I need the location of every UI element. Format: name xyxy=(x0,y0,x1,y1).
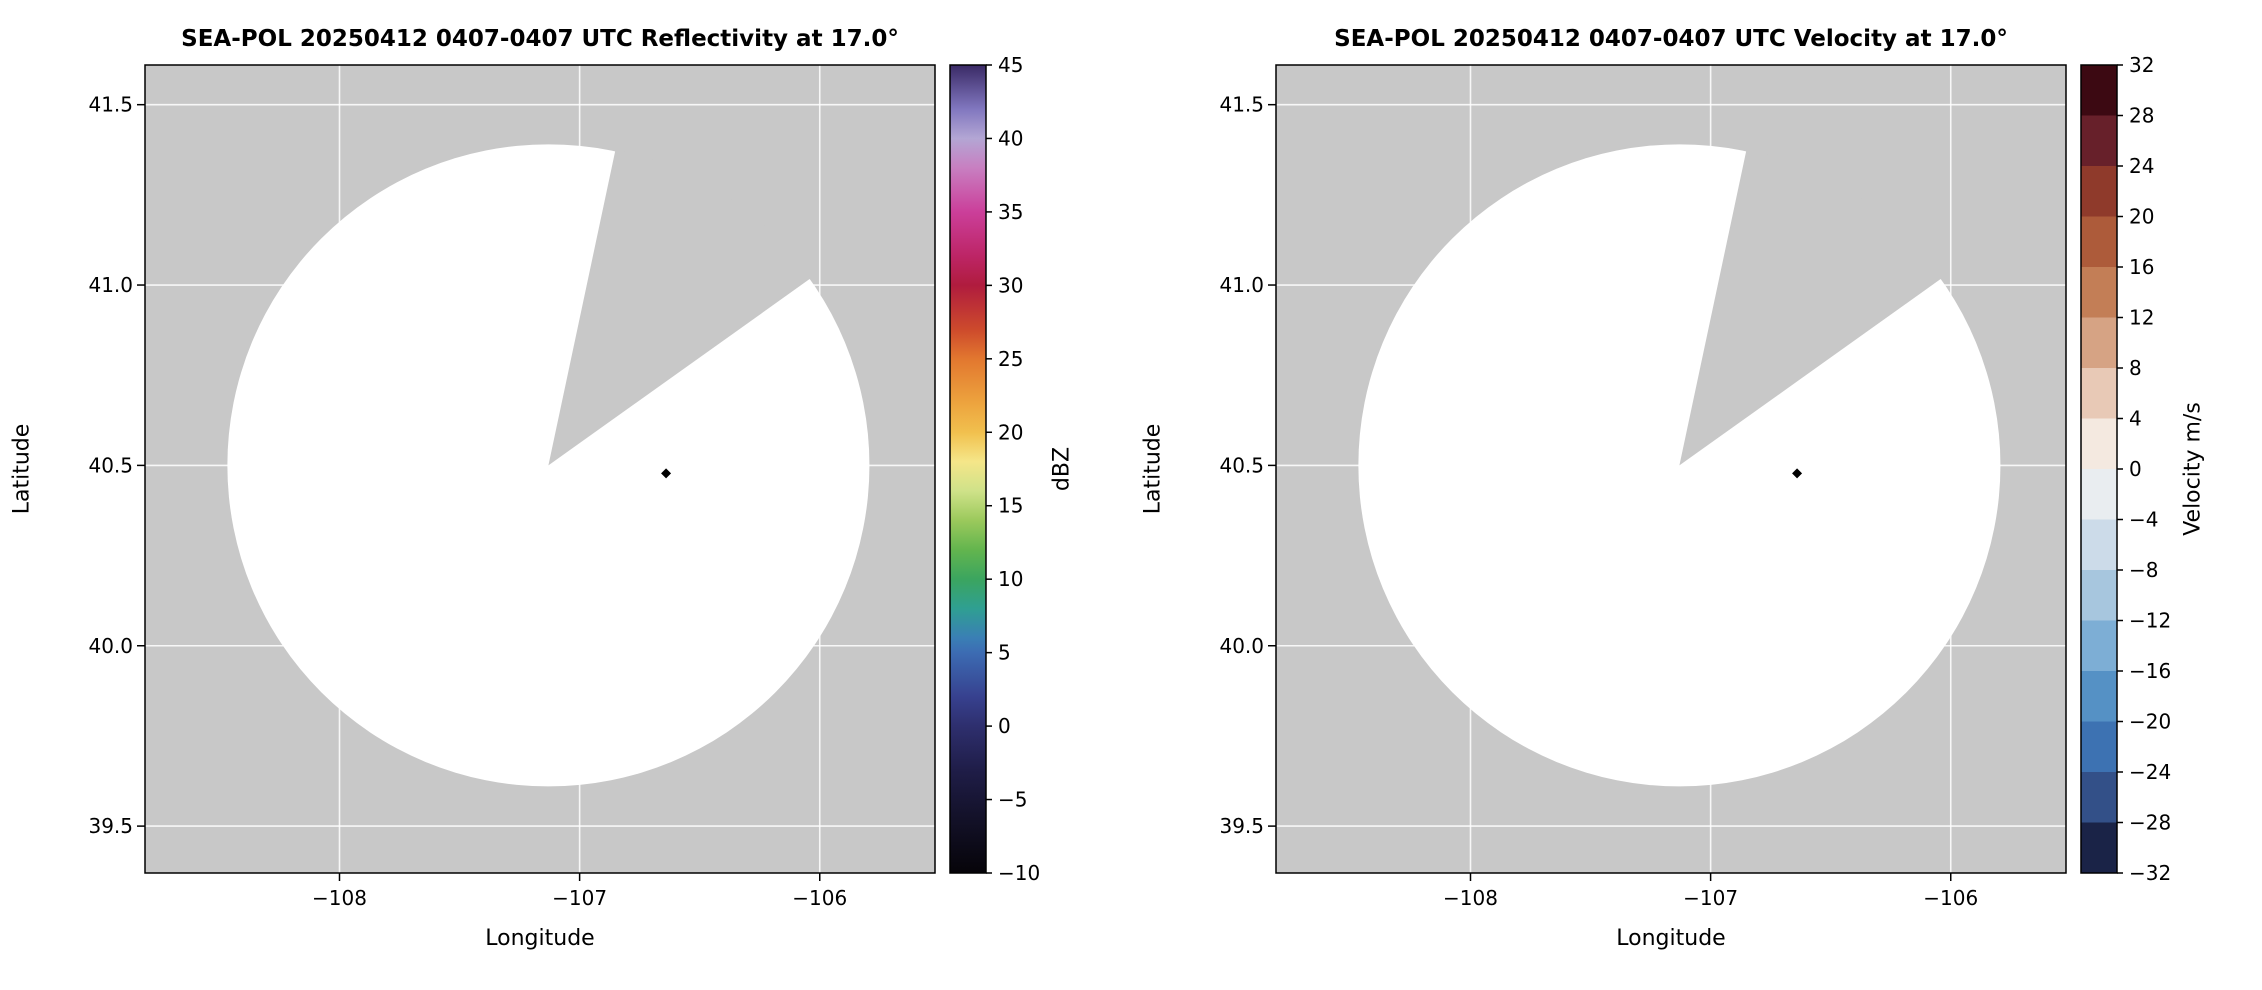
x-tick-label: −107 xyxy=(552,886,607,910)
colorbar-tick-label: 32 xyxy=(2129,53,2154,77)
colorbar-tick-label: 20 xyxy=(2129,205,2154,229)
radar-site-marker xyxy=(661,468,672,479)
colorbar-tick-label: 35 xyxy=(998,200,1023,224)
radar-site-marker xyxy=(1792,468,1803,479)
colorbar-tick-label: 45 xyxy=(998,53,1023,77)
reflectivity-xlabel: Longitude xyxy=(485,926,595,951)
colorbar-tick-label: 16 xyxy=(2129,255,2154,279)
colorbar-segment xyxy=(2081,115,2117,166)
colorbar-tick-label: 10 xyxy=(998,567,1023,591)
missing-sector-wedge xyxy=(1679,149,1943,466)
y-tick-label: 41.5 xyxy=(1219,93,1264,117)
panel-reflectivity: −108 −107 −106 39.5 40.0 40.5 41.0 41.5 45 40 35 30… xyxy=(9,26,1075,951)
colorbar-tick-label: 12 xyxy=(2129,306,2154,330)
colorbar-tick-label: 0 xyxy=(998,714,1011,738)
x-tick-label: −106 xyxy=(792,886,847,910)
colorbar-segment xyxy=(2081,267,2117,318)
colorbar-tick-label: 0 xyxy=(2129,457,2142,481)
colorbar-tick-label: 5 xyxy=(998,641,1011,665)
colorbar-segment xyxy=(2081,418,2117,469)
colorbar-tick-label: −16 xyxy=(2129,659,2171,683)
reflectivity-ylabel: Latitude xyxy=(9,423,35,515)
colorbar-tick-label: 30 xyxy=(998,273,1023,297)
colorbar-tick-label: 20 xyxy=(998,420,1023,444)
colorbar-tick-label: −12 xyxy=(2129,609,2171,633)
colorbar-segment xyxy=(2081,519,2117,570)
panel-velocity: −108 −107 −106 39.5 40.0 40.5 41.0 41.5 32 28 24 20… xyxy=(1131,0,2262,990)
velocity-plot-canvas: −108 −107 −106 39.5 40.0 40.5 41.0 41.5 32 28 24 20… xyxy=(1219,53,2171,910)
colorbar-tick-label: −10 xyxy=(998,861,1040,885)
plot-spine xyxy=(1275,64,2067,874)
colorbar-tick-label: 28 xyxy=(2129,104,2154,128)
velocity-xlabel: Longitude xyxy=(1616,926,1726,951)
y-tick-label: 41.0 xyxy=(1219,273,1264,297)
y-tick-label: 39.5 xyxy=(88,814,133,838)
velocity-title: SEA-POL 20250412 0407-0407 UTC Velocity … xyxy=(1334,26,2008,52)
y-tick-label: 39.5 xyxy=(1219,814,1264,838)
colorbar-tick-label: 40 xyxy=(998,126,1023,150)
colorbar-tick-label: 8 xyxy=(2129,356,2142,380)
x-tick-label: −107 xyxy=(1683,886,1738,910)
plot-spine xyxy=(144,64,936,874)
colorbar-segment xyxy=(2081,65,2117,116)
colorbar-tick-label: 24 xyxy=(2129,154,2154,178)
colorbar-segment xyxy=(2081,620,2117,671)
colorbar-segment xyxy=(2081,772,2117,823)
colorbar-segment xyxy=(2081,721,2117,772)
x-tick-label: −106 xyxy=(1923,886,1978,910)
x-tick-label: −108 xyxy=(1443,886,1498,910)
y-tick-label: 40.0 xyxy=(88,634,133,658)
colorbar-segment xyxy=(2081,671,2117,722)
reflectivity-plot-canvas: −108 −107 −106 39.5 40.0 40.5 41.0 41.5 45 40 35 30… xyxy=(88,53,1040,910)
colorbar-tick-label: −28 xyxy=(2129,811,2171,835)
velocity-ylabel: Latitude xyxy=(1140,423,1166,515)
colorbar-tick-label: −32 xyxy=(2129,861,2171,885)
colorbar-tick-label: −20 xyxy=(2129,710,2171,734)
colorbar-tick-label: 15 xyxy=(998,494,1023,518)
colorbar-tick-label: 4 xyxy=(2129,407,2142,431)
colorbar-tick-label: −8 xyxy=(2129,558,2158,582)
reflectivity-colorbar-label: dBZ xyxy=(1049,446,1075,492)
colorbar-tick-label: −5 xyxy=(998,788,1027,812)
missing-sector-wedge xyxy=(548,149,812,466)
colorbar-segment xyxy=(2081,570,2117,621)
y-tick-label: 40.5 xyxy=(88,453,133,477)
colorbar-tick-label: −4 xyxy=(2129,508,2158,532)
colorbar-spine xyxy=(949,64,987,874)
colorbar-tick-label: 25 xyxy=(998,347,1023,371)
velocity-colorbar-label: Velocity m/s xyxy=(2180,402,2206,536)
colorbar-segment xyxy=(2081,166,2117,217)
reflectivity-title: SEA-POL 20250412 0407-0407 UTC Reflectiv… xyxy=(181,26,899,52)
colorbar-segment xyxy=(2081,469,2117,520)
colorbar-segment xyxy=(2081,216,2117,267)
y-tick-label: 40.5 xyxy=(1219,453,1264,477)
y-tick-label: 41.5 xyxy=(88,93,133,117)
colorbar-segment xyxy=(2081,822,2117,873)
colorbar-gradient xyxy=(950,65,986,873)
y-tick-label: 41.0 xyxy=(88,273,133,297)
colorbar-tick-label: −24 xyxy=(2129,760,2171,784)
colorbar-segment xyxy=(2081,317,2117,368)
colorbar-segment xyxy=(2081,368,2117,419)
x-tick-label: −108 xyxy=(312,886,367,910)
y-tick-label: 40.0 xyxy=(1219,634,1264,658)
